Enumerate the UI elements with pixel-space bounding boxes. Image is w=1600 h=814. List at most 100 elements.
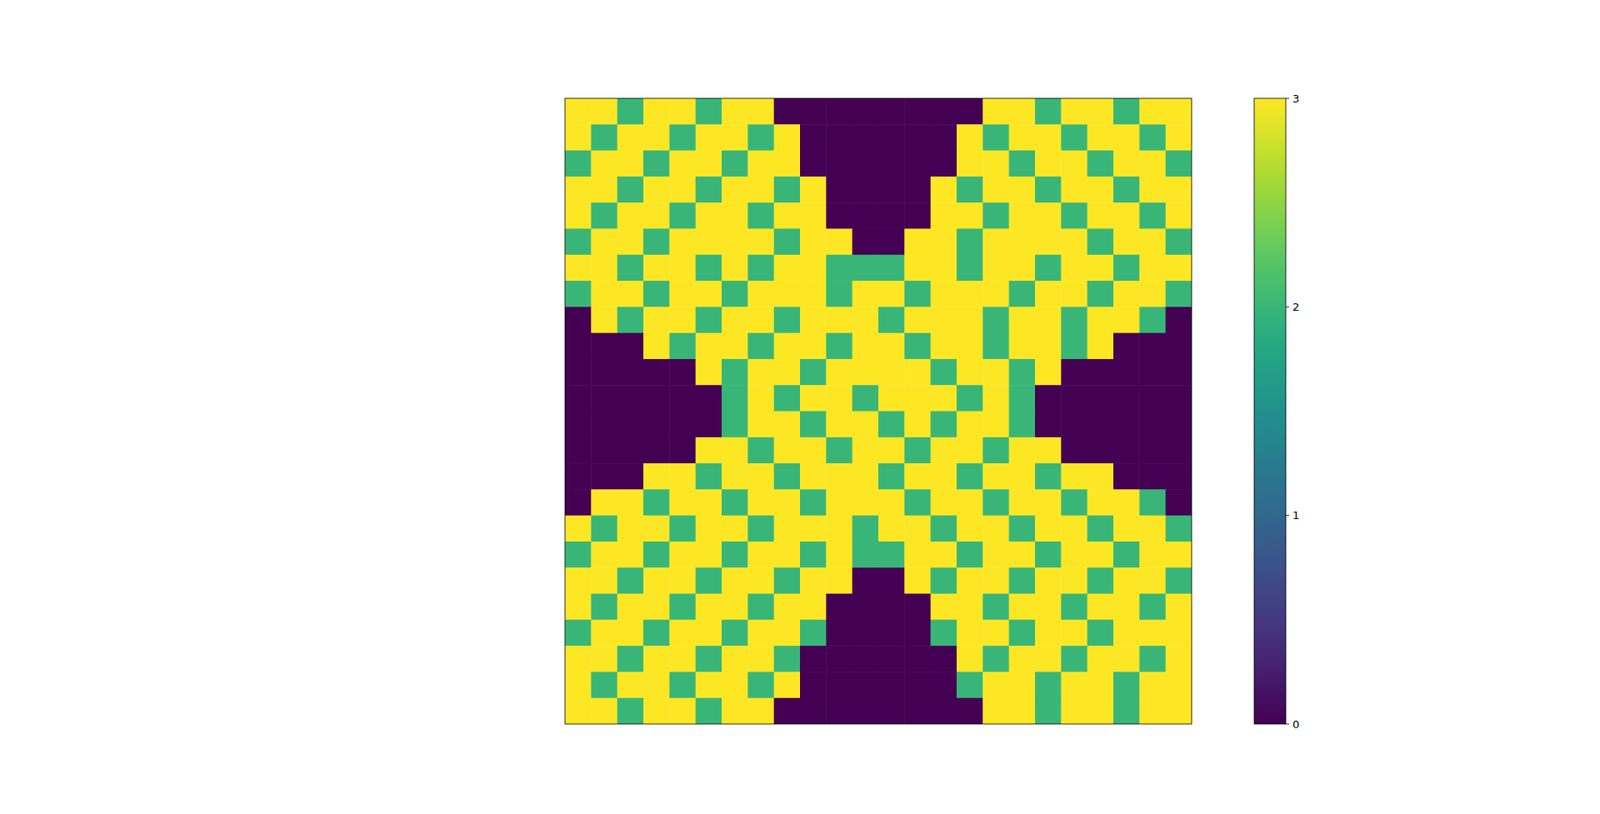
cell [643, 306, 670, 334]
cell [1087, 463, 1115, 490]
cell [825, 489, 853, 516]
cell [1165, 228, 1192, 255]
cell [1165, 489, 1192, 516]
cell [1035, 463, 1062, 490]
cell [1035, 515, 1062, 543]
cell [721, 280, 749, 308]
cell [695, 124, 723, 151]
cell [1087, 620, 1115, 647]
cell [1139, 698, 1166, 725]
cell [643, 489, 670, 516]
cell [1139, 567, 1166, 595]
cell [1165, 411, 1192, 439]
cell [669, 489, 696, 516]
cell [930, 489, 958, 516]
cell [825, 515, 853, 543]
cell [956, 698, 984, 725]
cell [956, 333, 984, 360]
cell [747, 202, 775, 230]
cell [878, 385, 905, 412]
cell [878, 463, 905, 490]
cell [956, 645, 984, 673]
cell [617, 515, 645, 543]
cell [852, 202, 880, 230]
cell [721, 437, 749, 465]
cell [800, 333, 827, 360]
cell [800, 437, 827, 465]
cell [956, 541, 984, 569]
cell [643, 620, 670, 647]
cell [930, 333, 958, 360]
cell [617, 228, 645, 255]
cell [1060, 489, 1088, 516]
cell [930, 385, 958, 412]
cell [643, 411, 670, 439]
cell [1139, 489, 1166, 516]
cell [982, 228, 1010, 255]
cell [747, 176, 775, 204]
cell [695, 150, 723, 178]
cell [1139, 150, 1166, 178]
cell [774, 489, 801, 516]
cell [930, 98, 958, 125]
cell [1060, 541, 1088, 569]
cell [878, 150, 905, 178]
cell [695, 280, 723, 308]
cell [590, 359, 618, 386]
cell [852, 620, 880, 647]
cell [721, 594, 749, 621]
cell [1009, 698, 1036, 725]
cell [1113, 567, 1140, 595]
cell [774, 515, 801, 543]
cell [1165, 333, 1192, 360]
cell [1139, 620, 1166, 647]
cell [643, 385, 670, 412]
cell [904, 489, 931, 516]
cell [852, 541, 880, 569]
cell [1139, 437, 1166, 465]
cell [565, 645, 592, 673]
cell [1009, 228, 1036, 255]
cell [774, 698, 801, 725]
cell [695, 594, 723, 621]
cell [982, 437, 1010, 465]
cell [721, 645, 749, 673]
cell [565, 150, 592, 178]
cell [1035, 698, 1062, 725]
cell [1060, 228, 1088, 255]
cell [1035, 280, 1062, 308]
cell [825, 620, 853, 647]
cell [1087, 567, 1115, 595]
cell [956, 671, 984, 699]
plot-frame [565, 98, 1192, 725]
cell [774, 671, 801, 699]
cell [643, 202, 670, 230]
cell [800, 567, 827, 595]
cell [982, 280, 1010, 308]
cell [1113, 228, 1140, 255]
cell [774, 202, 801, 230]
cell [982, 98, 1010, 125]
cell [721, 463, 749, 490]
cell [565, 255, 592, 282]
cell [565, 306, 592, 334]
cell [695, 359, 723, 386]
cell [590, 255, 618, 282]
cell [825, 98, 853, 125]
cell [982, 385, 1010, 412]
cell [956, 176, 984, 204]
cell [643, 359, 670, 386]
cell [721, 150, 749, 178]
cell [669, 567, 696, 595]
cell [930, 280, 958, 308]
cell [1165, 176, 1192, 204]
cell [774, 228, 801, 255]
cell [695, 671, 723, 699]
cell [1009, 150, 1036, 178]
cell [904, 515, 931, 543]
cell [1087, 202, 1115, 230]
cell [904, 698, 931, 725]
cell [852, 228, 880, 255]
cell [904, 98, 931, 125]
cell [904, 437, 931, 465]
